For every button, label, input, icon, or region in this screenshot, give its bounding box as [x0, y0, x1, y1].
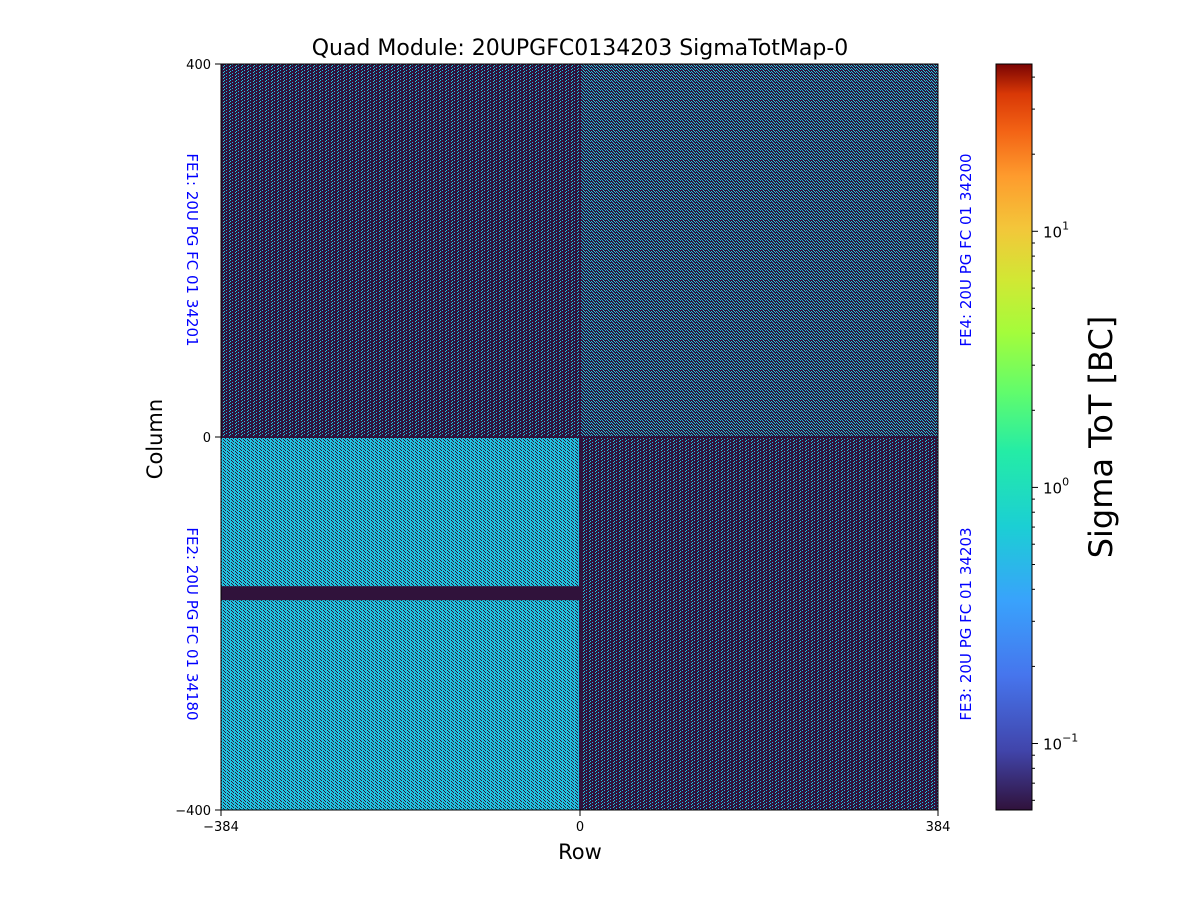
colorbar-label: Sigma ToT [BC]: [1082, 316, 1120, 559]
x-tick-label: 384: [926, 820, 951, 835]
heatmap-area: [220, 63, 939, 811]
quadrant-fe1: [221, 64, 580, 437]
y-axis-label: Column: [143, 399, 167, 479]
quadrant-fe3: [580, 437, 938, 810]
colorbar-ticks: 101 100 10−1: [1032, 76, 1078, 801]
x-axis: −384 0 384 Row: [203, 810, 950, 864]
chart-title: Quad Module: 20UPGFC0134203 SigmaTotMap-…: [312, 36, 849, 61]
fe2-label: FE2: 20U PG FC 01 34180: [183, 527, 201, 720]
fe1-label: FE1: 20U PG FC 01 34201: [183, 153, 201, 346]
x-tick-label: 0: [576, 820, 584, 835]
colorbar-tick-label: 101: [1043, 219, 1069, 241]
quadrant-fe4: [580, 64, 938, 437]
fe3-label: FE3: 20U PG FC 01 34203: [957, 527, 975, 720]
y-tick-label: −400: [175, 804, 211, 819]
y-tick-label: 0: [203, 431, 211, 446]
fe4-label: FE4: 20U PG FC 01 34200: [957, 153, 975, 346]
x-tick-label: −384: [203, 820, 239, 835]
dead-band-fe2: [221, 586, 580, 601]
quadrant-fe2: [221, 437, 580, 810]
colorbar: 101 100 10−1 Sigma ToT [BC]: [995, 63, 1120, 811]
x-axis-label: Row: [558, 840, 602, 864]
y-axis: 400 0 −400 Column: [143, 58, 221, 819]
colorbar-tick-label: 100: [1043, 475, 1069, 497]
colorbar-tick-label: 10−1: [1043, 732, 1078, 754]
colorbar-gradient: [995, 63, 1033, 811]
y-tick-label: 400: [186, 58, 211, 73]
